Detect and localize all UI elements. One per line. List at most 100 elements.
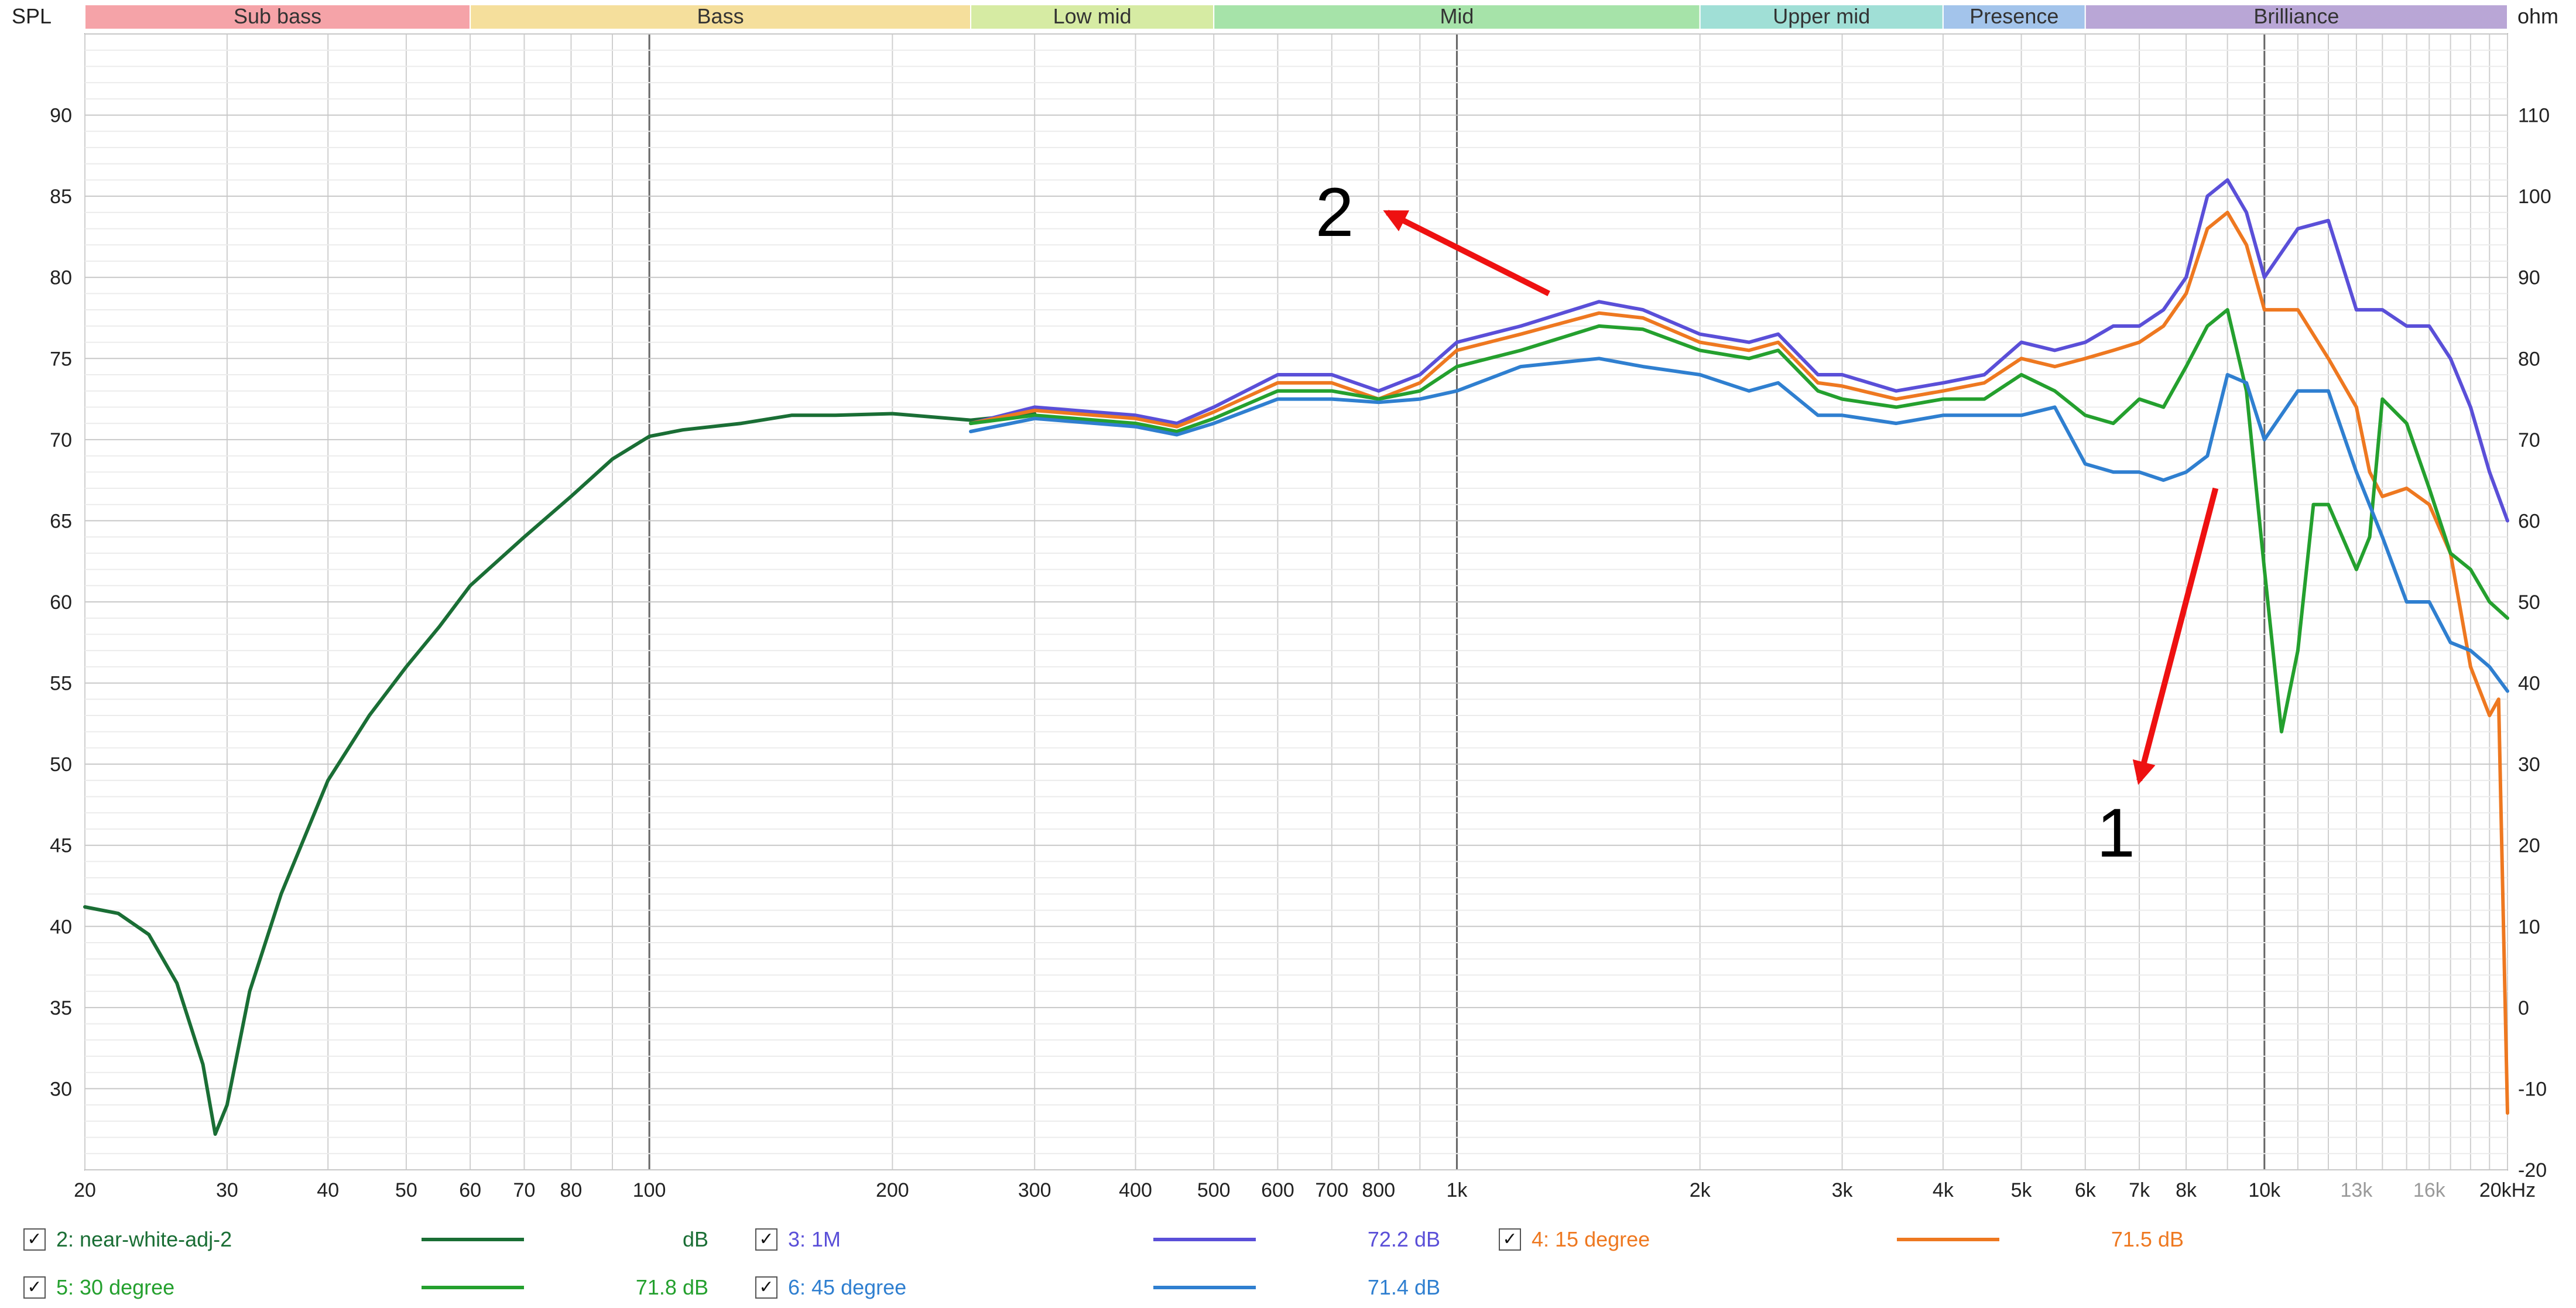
band-5 — [1942, 4, 2086, 30]
legend-checkbox[interactable]: ✓ — [1499, 1228, 1521, 1251]
y2-axis-title: ohm — [2517, 4, 2558, 28]
annotation-arrow-1 — [2132, 487, 2219, 785]
legend-item-4[interactable]: ✓ 5: 30 degree 71.8 dB — [23, 1267, 738, 1308]
frequency-response-chart: Sub bass Bass Low mid Mid Upper mid Presence B… — [12, 4, 2558, 1201]
y-tick-label: 55 — [50, 673, 72, 695]
x-tick-label: 80 — [560, 1179, 583, 1201]
legend-checkbox[interactable]: ✓ — [23, 1276, 46, 1299]
x-tick-label: 400 — [1119, 1179, 1152, 1201]
band-label-3: Mid — [1440, 4, 1474, 28]
y-axis-title: SPL — [12, 4, 52, 28]
x-tick-label: 700 — [1315, 1179, 1348, 1201]
legend-series-name: 6: 45 degree — [788, 1275, 907, 1299]
x-tick-label: 8k — [2176, 1179, 2197, 1201]
band-label-5: Presence — [1969, 4, 2058, 28]
legend-swatch — [422, 1286, 524, 1289]
series-line-1 — [83, 412, 1037, 1136]
legend-checkbox[interactable]: ✓ — [755, 1276, 777, 1299]
legend-series-name: 4: 15 degree — [1532, 1227, 1650, 1251]
band-label-4: Upper mid — [1773, 4, 1870, 28]
y-tick-label: 45 — [50, 835, 72, 857]
grid-lines — [84, 33, 2508, 1170]
band-label-0: Sub bass — [234, 4, 321, 28]
x-tick-label: 500 — [1197, 1179, 1231, 1201]
legend-swatch — [1897, 1238, 1999, 1241]
frequency-band-header: Sub bass Bass Low mid Mid Upper mid Presence B… — [84, 4, 2508, 30]
x-tick-label: 10k — [2248, 1179, 2281, 1201]
legend-value: 71.4 dB — [1367, 1275, 1440, 1299]
y2-tick-label: 60 — [2518, 510, 2540, 532]
y-tick-label: 85 — [50, 186, 72, 208]
annotation-label-2: 2 — [1316, 174, 1354, 251]
x-tick-label: 100 — [633, 1179, 666, 1201]
legend-item-5[interactable]: ✓ 6: 45 degree 71.4 dB — [755, 1267, 1469, 1308]
series-line-4 — [969, 308, 2509, 734]
x-tick-label: 13k — [2341, 1179, 2373, 1201]
legend-item-1[interactable]: ✓ 2: near-white-adj-2 dB — [23, 1219, 738, 1260]
y-tick-label: 35 — [50, 997, 72, 1019]
x-tick-label: 16k — [2413, 1179, 2446, 1201]
y2-tick-label: -10 — [2518, 1078, 2547, 1100]
y-tick-label: 70 — [50, 429, 72, 451]
band-2 — [970, 4, 1215, 30]
y2-tick-label: 20 — [2518, 835, 2540, 857]
legend-swatch — [422, 1238, 524, 1241]
annotation-label-1: 1 — [2097, 795, 2135, 872]
band-label-2: Low mid — [1053, 4, 1132, 28]
annotation-arrow-2 — [1383, 210, 1550, 296]
band-label-6: Brilliance — [2253, 4, 2339, 28]
y2-tick-label: 110 — [2518, 105, 2550, 127]
axis-labels: 20 30 40 50 60 70 80 100 200 300 400 500 600 700 800 1k… — [50, 105, 2551, 1201]
legend-item-3[interactable]: ✓ 4: 15 degree 71.5 dB — [1499, 1219, 2213, 1260]
x-tick-label: 20kHz — [2479, 1179, 2536, 1201]
y-tick-label: 60 — [50, 591, 72, 614]
x-tick-label: 6k — [2075, 1179, 2097, 1201]
x-tick-label: 5k — [2011, 1179, 2033, 1201]
x-tick-label: 2k — [1690, 1179, 1711, 1201]
legend-item-2[interactable]: ✓ 3: 1M 72.2 dB — [755, 1219, 1469, 1260]
annotations: 12 — [1316, 174, 2219, 872]
y2-tick-label: 70 — [2518, 429, 2540, 451]
x-tick-label: 40 — [317, 1179, 339, 1201]
x-tick-label: 60 — [459, 1179, 481, 1201]
legend-value: 72.2 dB — [1367, 1227, 1440, 1251]
series-lines — [83, 178, 2509, 1136]
series-line-5 — [969, 357, 2509, 693]
x-tick-label: 1k — [1446, 1179, 1468, 1201]
band-6 — [2084, 4, 2508, 30]
y-tick-label: 80 — [50, 267, 72, 289]
y2-tick-label: 80 — [2518, 348, 2540, 370]
legend-series-name: 3: 1M — [788, 1227, 841, 1251]
x-tick-label: 30 — [216, 1179, 238, 1201]
series-line-2 — [969, 178, 2509, 523]
y2-tick-label: 40 — [2518, 673, 2540, 695]
y-tick-label: 40 — [50, 916, 72, 938]
y2-tick-label: -20 — [2518, 1159, 2547, 1182]
band-1 — [470, 4, 972, 30]
legend: ✓ 2: near-white-adj-2 dB ✓ 3: 1M 72.2 dB ✓ 4: 1… — [0, 1218, 2576, 1306]
x-tick-label: 50 — [395, 1179, 417, 1201]
y2-tick-label: 90 — [2518, 267, 2540, 289]
legend-value: dB — [682, 1227, 708, 1251]
y2-tick-label: 30 — [2518, 754, 2540, 776]
y-tick-label: 30 — [50, 1078, 72, 1100]
y-tick-label: 75 — [50, 348, 72, 370]
band-label-1: Bass — [697, 4, 744, 28]
legend-swatch — [1153, 1286, 1256, 1289]
legend-value: 71.8 dB — [635, 1275, 708, 1299]
legend-series-name: 2: near-white-adj-2 — [56, 1227, 232, 1251]
legend-checkbox[interactable]: ✓ — [755, 1228, 777, 1251]
y-tick-label: 50 — [50, 754, 72, 776]
x-tick-label: 7k — [2129, 1179, 2150, 1201]
x-tick-label: 800 — [1362, 1179, 1395, 1201]
legend-checkbox[interactable]: ✓ — [23, 1228, 46, 1251]
legend-value: 71.5 dB — [2111, 1227, 2184, 1251]
x-tick-label: 70 — [513, 1179, 536, 1201]
legend-series-name: 5: 30 degree — [56, 1275, 175, 1299]
band-4 — [1699, 4, 1944, 30]
x-tick-label: 3k — [1832, 1179, 1854, 1201]
x-tick-label: 300 — [1018, 1179, 1051, 1201]
y-tick-label: 90 — [50, 105, 72, 127]
x-tick-label: 20 — [74, 1179, 96, 1201]
x-tick-label: 4k — [1933, 1179, 1954, 1201]
